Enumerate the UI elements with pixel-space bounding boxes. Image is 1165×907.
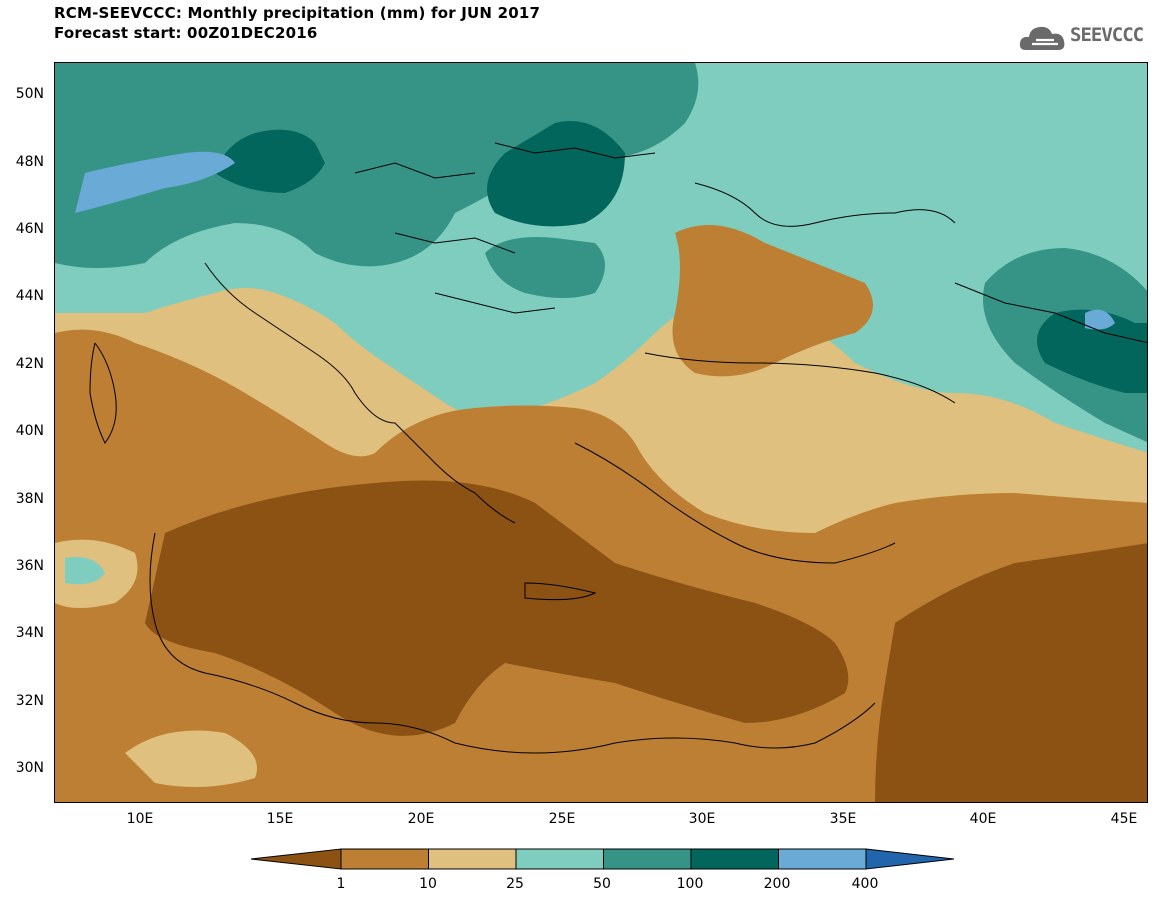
colorbar-label: 25 [506, 876, 524, 892]
colorbar-segment [428, 848, 517, 870]
colorbar-label: 400 [851, 876, 879, 892]
colorbar-segment [515, 848, 604, 870]
cloud-icon [1019, 26, 1065, 50]
lat-label: 30N [15, 760, 44, 776]
lon-label: 30E [688, 811, 716, 827]
lat-label: 50N [15, 86, 44, 102]
colorbar-segment [603, 848, 692, 870]
lon-label: 20E [407, 811, 435, 827]
lon-label: 15E [266, 811, 294, 827]
lon-label: 40E [969, 811, 997, 827]
lon-label: 45E [1110, 811, 1138, 827]
colorbar-label: 1 [336, 876, 346, 892]
colorbar-label: 50 [593, 876, 611, 892]
colorbar [250, 847, 955, 871]
lat-label: 46N [15, 221, 44, 237]
colorbar-segment [690, 848, 779, 870]
colorbar-segment [865, 848, 955, 870]
precipitation-map [54, 62, 1148, 803]
colorbar-label: 10 [419, 876, 437, 892]
lon-label: 35E [829, 811, 857, 827]
lat-label: 36N [15, 558, 44, 574]
lat-label: 40N [15, 423, 44, 439]
forecast-start: Forecast start: 00Z01DEC2016 [54, 24, 318, 42]
lat-label: 44N [15, 288, 44, 304]
lat-label: 38N [15, 491, 44, 507]
lat-label: 48N [15, 154, 44, 170]
colorbar-label: 200 [763, 876, 791, 892]
lat-label: 42N [15, 356, 44, 372]
colorbar-segment [778, 848, 867, 870]
colorbar-segment [250, 848, 342, 870]
lon-label: 25E [548, 811, 576, 827]
colorbar-segment [340, 848, 429, 870]
lat-label: 34N [15, 625, 44, 641]
lat-label: 32N [15, 693, 44, 709]
logo-text: SEEVCCC [1070, 24, 1144, 46]
seevccc-logo: SEEVCCC [1018, 20, 1154, 56]
map-title: RCM-SEEVCCC: Monthly precipitation (mm) … [54, 4, 541, 22]
colorbar-label: 100 [676, 876, 704, 892]
lon-label: 10E [126, 811, 154, 827]
